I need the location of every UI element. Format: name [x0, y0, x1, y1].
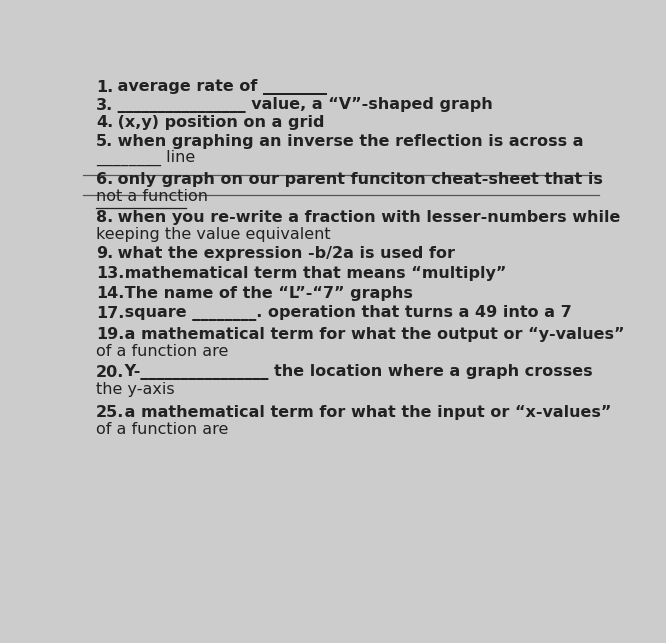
Text: 5.: 5. — [96, 134, 113, 149]
Text: a mathematical term for what the input or “x-values”: a mathematical term for what the input o… — [119, 405, 611, 420]
Text: 1.: 1. — [96, 80, 113, 95]
Text: 20.: 20. — [96, 365, 125, 380]
Text: ________________ value, a “V”-shaped graph: ________________ value, a “V”-shaped gra… — [112, 97, 493, 113]
Text: 25.: 25. — [96, 405, 125, 420]
Text: of a function are: of a function are — [96, 422, 228, 437]
Text: 14.: 14. — [96, 286, 125, 301]
Text: a mathematical term for what the output or “y-values”: a mathematical term for what the output … — [119, 327, 624, 342]
Text: Y-________________ the location where a graph crosses: Y-________________ the location where a … — [119, 364, 593, 380]
Text: mathematical term that means “multiply”: mathematical term that means “multiply” — [119, 266, 506, 281]
Text: 6.: 6. — [96, 172, 113, 187]
Text: The name of the “L”-“7” graphs: The name of the “L”-“7” graphs — [119, 286, 413, 301]
Text: only graph on our parent funciton cheat-sheet that is: only graph on our parent funciton cheat-… — [112, 172, 603, 187]
Text: of a function are: of a function are — [96, 345, 228, 359]
Text: 3.: 3. — [96, 98, 113, 113]
Text: 4.: 4. — [96, 115, 113, 130]
Text: keeping the value equivalent: keeping the value equivalent — [96, 227, 331, 242]
Text: (x,y) position on a grid: (x,y) position on a grid — [112, 115, 324, 130]
Text: 17.: 17. — [96, 306, 125, 321]
Text: average rate of ________: average rate of ________ — [112, 80, 327, 95]
Text: 13.: 13. — [96, 266, 125, 281]
Text: when graphing an inverse the reflection is across a: when graphing an inverse the reflection … — [112, 134, 583, 149]
Text: the y-axis: the y-axis — [96, 383, 174, 397]
Text: 8.: 8. — [96, 210, 113, 224]
Text: when you re-write a fraction with lesser-numbers while: when you re-write a fraction with lesser… — [112, 210, 621, 224]
Text: not a function: not a function — [96, 190, 208, 204]
Text: 9.: 9. — [96, 246, 113, 261]
Text: what the expression -b/2a is used for: what the expression -b/2a is used for — [112, 246, 455, 261]
Text: square ________. operation that turns a 49 into a 7: square ________. operation that turns a … — [119, 305, 571, 321]
Text: 19.: 19. — [96, 327, 125, 342]
Text: ________ line: ________ line — [96, 150, 195, 167]
